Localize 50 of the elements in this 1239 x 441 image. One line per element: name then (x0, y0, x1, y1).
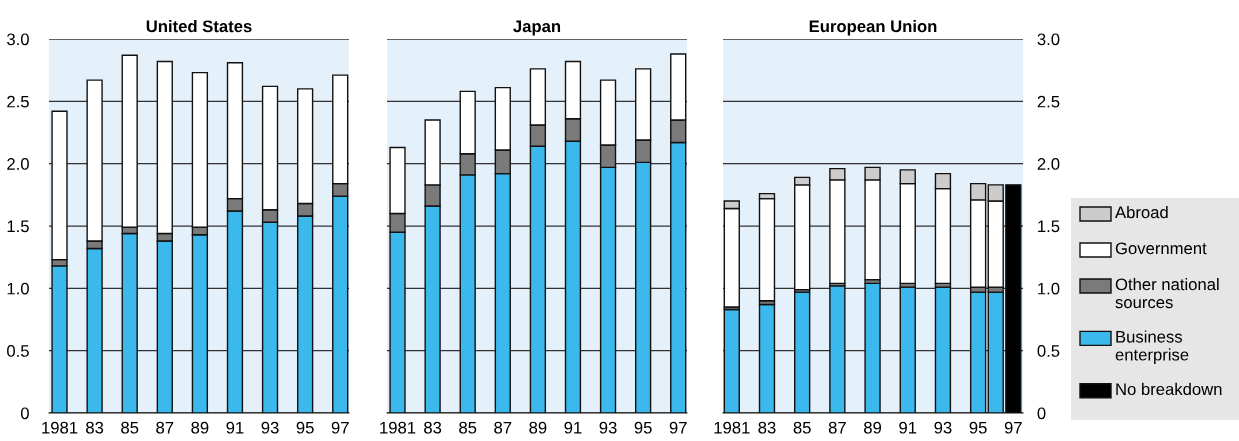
y-tick-label: 3.0 (1037, 33, 1060, 46)
legend-label: Business enterprise (1115, 330, 1189, 364)
x-tick-label: 89 (191, 421, 209, 434)
y-tick-label: 0.5 (1037, 345, 1060, 357)
x-tick-label: 85 (121, 421, 139, 434)
y-tick-label: 2.0 (7, 158, 29, 170)
x-tick-label: 95 (296, 421, 314, 434)
x-tick-label: 83 (424, 421, 442, 434)
y-tick-label: 1.5 (7, 220, 29, 233)
x-tick-label: 83 (86, 421, 104, 434)
x-tick-label: 91 (899, 421, 917, 434)
x-tick-label: 93 (934, 421, 952, 434)
y-tick-label: 0 (20, 407, 29, 420)
x-tick-label: 93 (599, 421, 617, 434)
x-tick-label: 89 (864, 421, 882, 434)
x-tick-label: 1981 (42, 421, 78, 434)
y-tick-label: 1.5 (1038, 220, 1060, 233)
y-tick-label: 2.5 (1037, 95, 1060, 108)
x-tick-label: 97 (669, 421, 687, 434)
legend-label: No breakdown (1116, 382, 1222, 396)
chart-title: United States (146, 19, 252, 33)
y-tick-label: 1.0 (7, 282, 29, 295)
x-tick-label: 95 (969, 421, 987, 434)
legend-label: Government (1115, 242, 1207, 255)
y-tick-label: 1.0 (1038, 282, 1060, 295)
x-tick-label: 91 (564, 421, 582, 434)
y-tick-label: 3.0 (7, 33, 29, 46)
y-tick-label: 2.5 (7, 95, 29, 108)
y-tick-label: 0 (1037, 407, 1046, 420)
x-tick-label: 97 (331, 421, 349, 434)
bar (758, 197, 776, 302)
x-tick-label: 1981 (380, 421, 416, 434)
x-tick-label: 83 (758, 421, 776, 434)
y-tick-label: 0.5 (7, 345, 29, 357)
x-tick-label: 87 (828, 421, 846, 434)
x-tick-label: 91 (226, 421, 244, 434)
x-tick-label: 95 (634, 421, 652, 434)
x-tick-label: 93 (261, 421, 279, 434)
x-tick-label: 1981 (714, 421, 750, 434)
chart-title: Japan (513, 20, 561, 36)
x-tick-label: 97 (1004, 421, 1022, 434)
legend-label: Abroad (1115, 206, 1168, 219)
x-tick-label: 87 (156, 421, 174, 434)
x-tick-label: 85 (793, 421, 811, 434)
x-tick-label: 87 (494, 421, 512, 434)
y-tick-label: 2.0 (1037, 158, 1060, 170)
x-tick-label: 89 (529, 421, 547, 434)
chart-title: European Union (809, 19, 937, 36)
x-tick-label: 85 (459, 421, 477, 434)
legend-label: Other national sources (1115, 278, 1219, 309)
